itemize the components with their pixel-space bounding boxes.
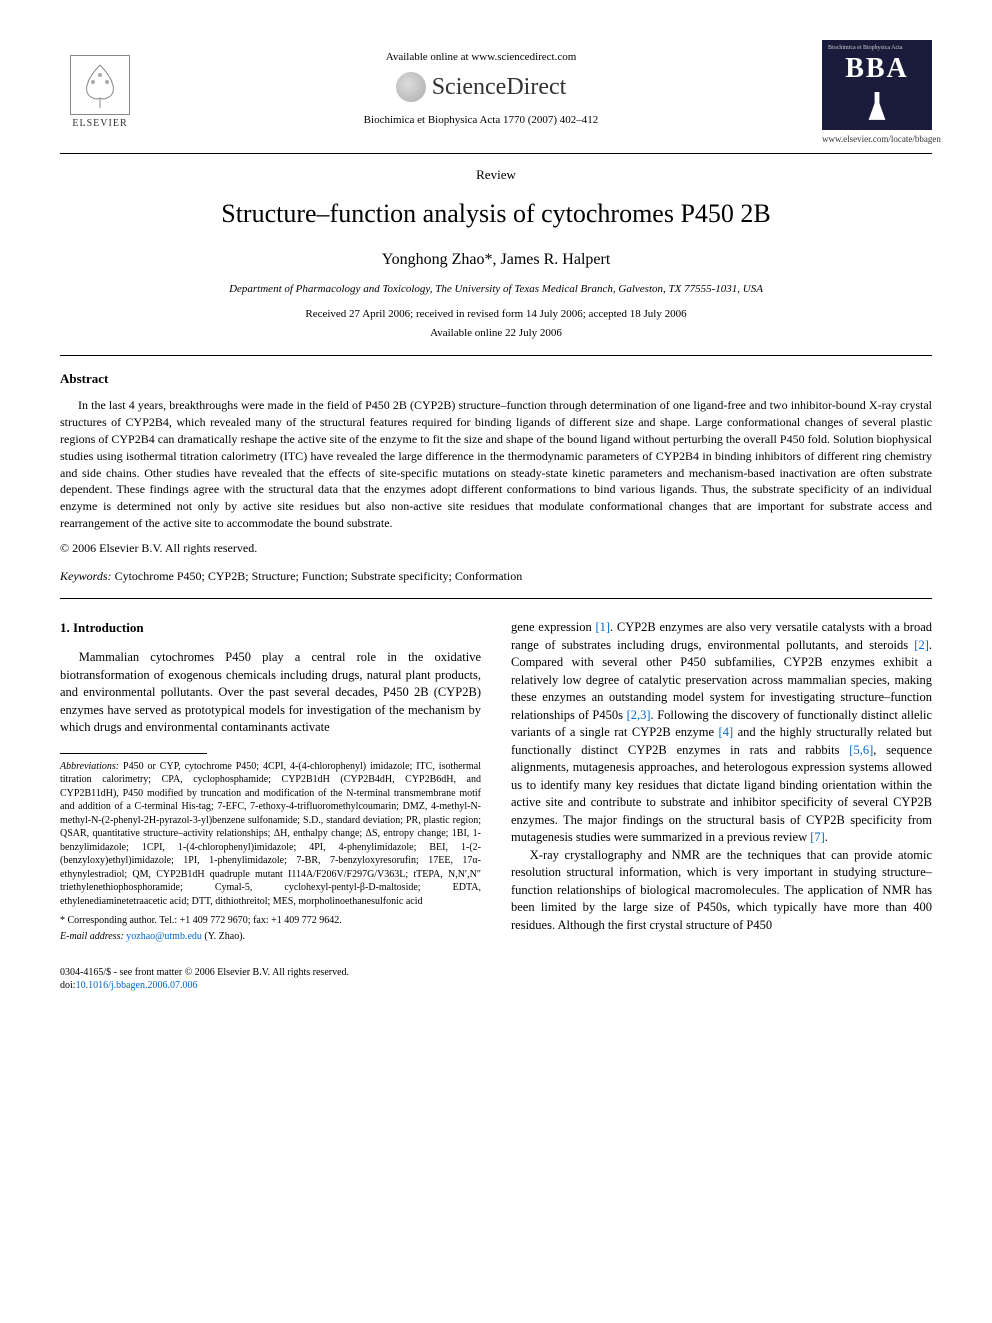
- bba-top-text: Biochimica et Biophysica Acta: [828, 44, 902, 52]
- elsevier-tree-icon: [70, 55, 130, 115]
- keywords-line: Keywords: Cytochrome P450; CYP2B; Struct…: [60, 568, 932, 584]
- abbreviations-footnote: Abbreviations: P450 or CYP, cytochrome P…: [60, 760, 481, 909]
- header-rule: [60, 153, 932, 154]
- intro-paragraph-left: Mammalian cytochromes P450 play a centra…: [60, 649, 481, 737]
- sciencedirect-icon: [396, 72, 426, 102]
- ref-link-23[interactable]: [2,3]: [627, 708, 651, 722]
- doi-label: doi:: [60, 980, 76, 991]
- bba-logo-box: Biochimica et Biophysica Acta BBA: [822, 40, 932, 130]
- footer-bar: 0304-4165/$ - see front matter © 2006 El…: [60, 966, 932, 992]
- article-type: Review: [60, 166, 932, 184]
- sciencedirect-text: ScienceDirect: [432, 71, 567, 103]
- email-line: E-mail address: yozhao@utmb.edu (Y. Zhao…: [60, 930, 481, 944]
- journal-url: www.elsevier.com/locate/bbagen: [822, 133, 932, 145]
- email-label: E-mail address:: [60, 931, 124, 942]
- issn-line: 0304-4165/$ - see front matter © 2006 El…: [60, 966, 932, 979]
- ref-link-56[interactable]: [5,6]: [849, 743, 873, 757]
- ref-link-1[interactable]: [1]: [595, 620, 610, 634]
- doi-value: 10.1016/j.bbagen.2006.07.006: [76, 980, 198, 991]
- publisher-name: ELSEVIER: [72, 117, 127, 131]
- affiliation: Department of Pharmacology and Toxicolog…: [60, 282, 932, 297]
- ref-link-2[interactable]: [2]: [914, 638, 929, 652]
- body-two-column: 1. Introduction Mammalian cytochromes P4…: [60, 619, 932, 944]
- available-online-text: Available online at www.sciencedirect.co…: [140, 50, 822, 65]
- center-header: Available online at www.sciencedirect.co…: [140, 40, 822, 128]
- left-column: 1. Introduction Mammalian cytochromes P4…: [60, 619, 481, 944]
- abstract-text: In the last 4 years, breakthroughs were …: [60, 397, 932, 531]
- abstract-heading: Abstract: [60, 370, 932, 388]
- intro-paragraph-right-2: X-ray crystallography and NMR are the te…: [511, 847, 932, 935]
- abstract-copyright: © 2006 Elsevier B.V. All rights reserved…: [60, 540, 932, 556]
- header-row: ELSEVIER Available online at www.science…: [60, 40, 932, 145]
- tree-icon: [75, 60, 125, 110]
- bba-abbrev: BBA: [845, 50, 909, 88]
- text-span: gene expression: [511, 620, 595, 634]
- intro-heading: 1. Introduction: [60, 619, 481, 637]
- sciencedirect-brand: ScienceDirect: [140, 71, 822, 103]
- corresponding-author: * Corresponding author. Tel.: +1 409 772…: [60, 914, 481, 928]
- flask-icon: [865, 92, 889, 120]
- online-date: Available online 22 July 2006: [60, 326, 932, 341]
- keywords-text: Cytochrome P450; CYP2B; Structure; Funct…: [112, 569, 523, 583]
- keywords-label: Keywords:: [60, 569, 112, 583]
- authors: Yonghong Zhao*, James R. Halpert: [60, 249, 932, 271]
- ref-link-4[interactable]: [4]: [719, 725, 734, 739]
- intro-paragraph-right-1: gene expression [1]. CYP2B enzymes are a…: [511, 619, 932, 847]
- article-title: Structure–function analysis of cytochrom…: [60, 196, 932, 231]
- footnote-rule: [60, 753, 207, 754]
- journal-logo-block: Biochimica et Biophysica Acta BBA www.el…: [822, 40, 932, 145]
- abstract-top-rule: [60, 355, 932, 356]
- email-person: (Y. Zhao).: [202, 931, 245, 942]
- ref-link-7[interactable]: [7]: [810, 830, 825, 844]
- right-column: gene expression [1]. CYP2B enzymes are a…: [511, 619, 932, 944]
- abbrev-label: Abbreviations:: [60, 761, 119, 772]
- email-link[interactable]: yozhao@utmb.edu: [126, 931, 202, 942]
- doi-line: doi:10.1016/j.bbagen.2006.07.006: [60, 979, 932, 992]
- text-span: , sequence alignments, mutagenesis appro…: [511, 743, 932, 845]
- citation-line: Biochimica et Biophysica Acta 1770 (2007…: [140, 113, 822, 128]
- elsevier-logo: ELSEVIER: [60, 40, 140, 130]
- text-span: .: [825, 830, 828, 844]
- abstract-bottom-rule: [60, 598, 932, 599]
- abbrev-text: P450 or CYP, cytochrome P450; 4CPI, 4-(4…: [60, 761, 481, 907]
- received-dates: Received 27 April 2006; received in revi…: [60, 307, 932, 322]
